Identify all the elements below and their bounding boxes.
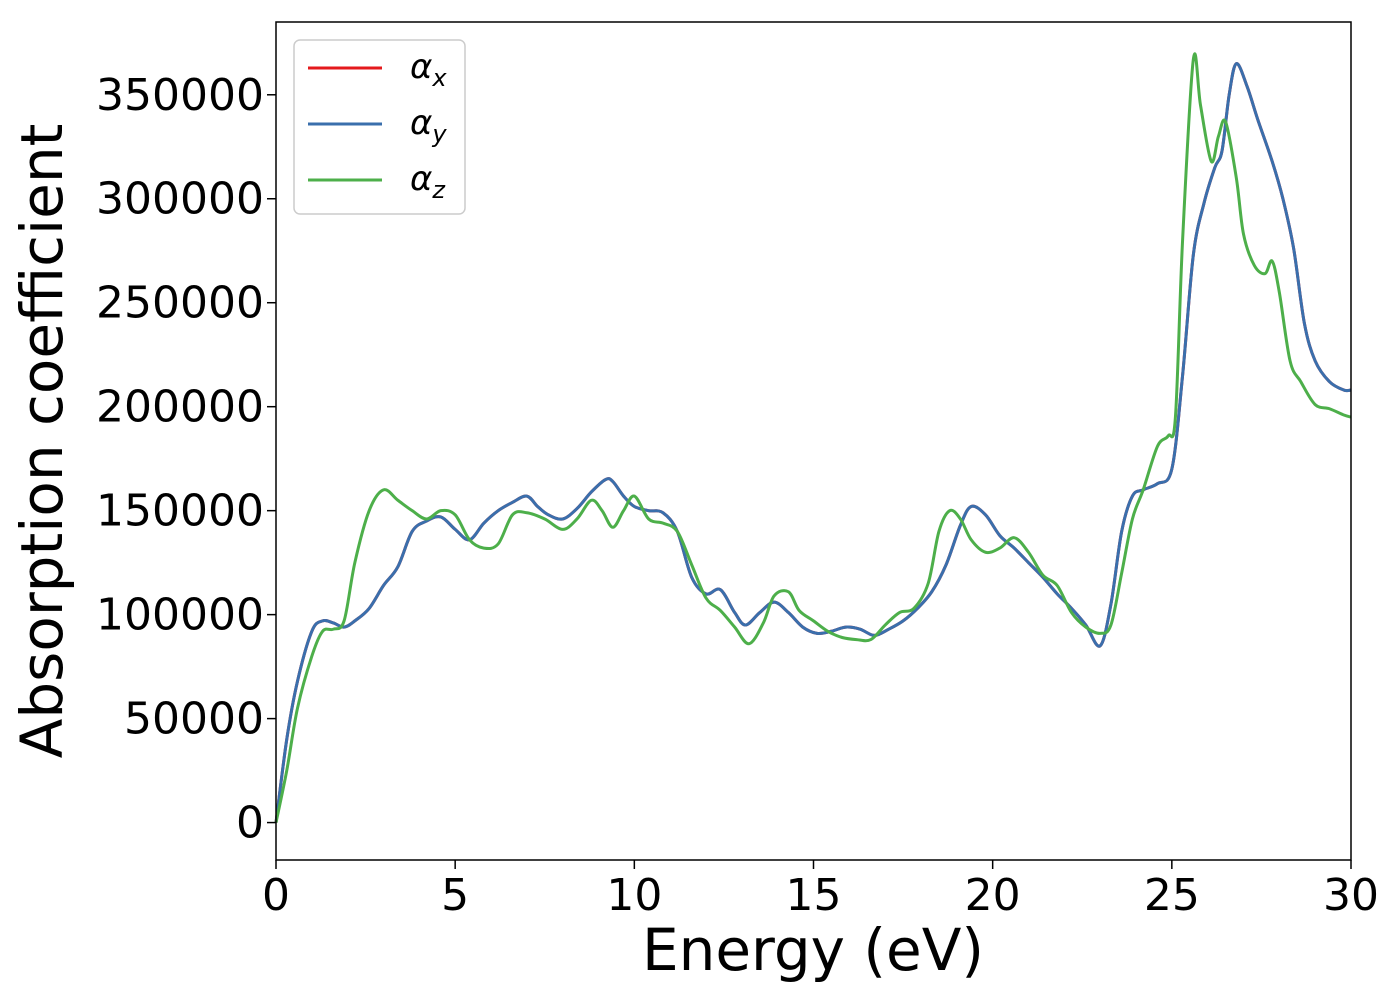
y-tick-label: 50000 [124, 694, 264, 745]
y-tick-label: 150000 [96, 486, 264, 537]
y-axis: 0 50000 100000 150000 200000 250000 300000 3500… [96, 70, 276, 849]
x-tick-label: 5 [441, 870, 469, 921]
y-tick-label: 250000 [96, 278, 264, 329]
series-layer [274, 52, 1352, 823]
legend-box [293, 39, 466, 215]
x-tick-label: 0 [262, 870, 290, 921]
x-tick-label: 15 [786, 870, 842, 921]
x-axis-title: Energy (eV) [642, 916, 984, 984]
x-tick-label: 20 [965, 870, 1021, 921]
y-tick-label: 100000 [96, 590, 264, 641]
x-tick-label: 10 [606, 870, 662, 921]
y-axis-title: Absorption coefficient [8, 124, 76, 759]
y-tick-label: 350000 [96, 70, 264, 121]
x-tick-label: 30 [1323, 870, 1379, 921]
x-axis: 0 5 10 15 20 25 30 [262, 860, 1379, 921]
y-tick-label: 300000 [96, 174, 264, 225]
series-line-z [274, 52, 1352, 823]
series-line-y [274, 62, 1352, 823]
x-tick-label: 25 [1144, 870, 1200, 921]
y-tick-label: 200000 [96, 382, 264, 433]
y-tick-label: 0 [236, 798, 264, 849]
